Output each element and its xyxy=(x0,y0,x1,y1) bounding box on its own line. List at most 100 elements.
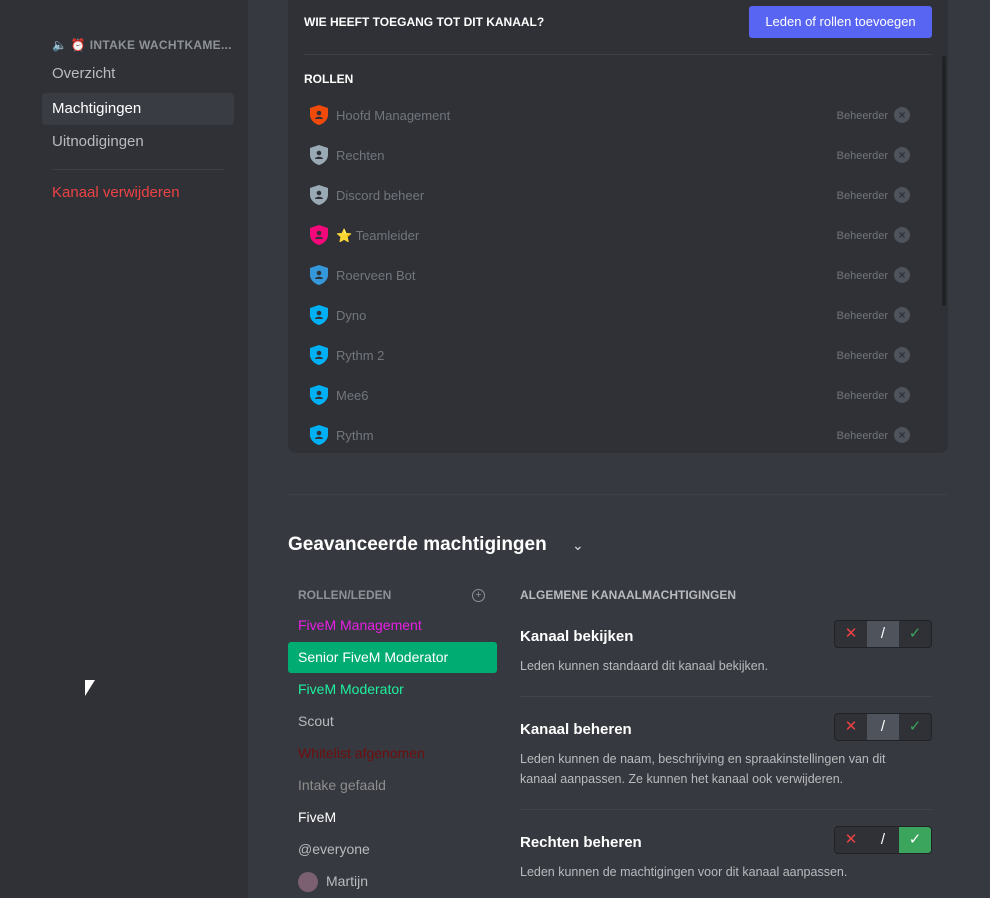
sidebar-item-uitnodigingen[interactable]: Uitnodigingen xyxy=(52,133,144,150)
role-permission: Beheerder xyxy=(836,350,888,362)
divider xyxy=(520,809,932,810)
role-shield-icon xyxy=(310,105,328,125)
role-shield-icon xyxy=(310,225,328,245)
role-shield-icon xyxy=(310,345,328,365)
role-list-label: FiveM xyxy=(298,809,337,825)
role-name: Mee6 xyxy=(336,388,369,403)
role-permission: Beheerder xyxy=(836,430,888,442)
role-list-label: Scout xyxy=(298,713,334,729)
remove-role-icon[interactable]: × xyxy=(894,187,910,203)
permission-title: Kanaal beheren xyxy=(520,721,632,738)
role-permission: Beheerder xyxy=(836,390,888,402)
role-permission: Beheerder xyxy=(836,190,888,202)
permission-description: Leden kunnen de naam, beschrijving en sp… xyxy=(520,752,886,786)
deny-button[interactable]: ✕ xyxy=(844,831,858,848)
permission-description: Leden kunnen standaard dit kanaal bekijk… xyxy=(520,659,769,673)
settings-sidebar: 🔈 ⏰ INTAKE WACHTKAME... Overzicht Machti… xyxy=(0,0,248,898)
role-name: Dyno xyxy=(336,308,367,323)
remove-role-icon[interactable]: × xyxy=(894,267,910,283)
role-list-item[interactable]: FiveM xyxy=(288,802,497,833)
access-panel: WIE HEEFT TOEGANG TOT DIT KANAAL? Leden … xyxy=(288,0,948,453)
role-list-item[interactable]: Scout xyxy=(288,706,497,737)
role-shield-icon xyxy=(310,145,328,165)
deny-button[interactable]: ✕ xyxy=(844,718,858,735)
role-list-item[interactable]: Senior FiveM Moderator xyxy=(288,642,497,673)
scrollbar[interactable] xyxy=(942,56,946,306)
remove-role-icon[interactable]: × xyxy=(894,307,910,323)
role-permission: Beheerder xyxy=(836,310,888,322)
role-row: Hoofd Management Beheerder × xyxy=(304,103,932,143)
role-name: ⭐ Teamleider xyxy=(336,228,420,243)
role-name: Rythm 2 xyxy=(336,348,385,363)
permission-description: Leden kunnen de machtigingen voor dit ka… xyxy=(520,865,848,879)
divider xyxy=(52,169,224,170)
remove-role-icon[interactable]: × xyxy=(894,427,910,443)
role-row: Rechten Beheerder × xyxy=(304,143,932,183)
role-row: Mee6 Beheerder × xyxy=(304,383,932,423)
role-list-label: FiveM Management xyxy=(298,617,422,633)
add-members-roles-button[interactable]: Leden of rollen toevoegen xyxy=(749,6,932,38)
allow-button[interactable]: ✓ xyxy=(908,625,922,642)
remove-role-icon[interactable]: × xyxy=(894,227,910,243)
mouse-cursor-icon xyxy=(85,680,95,696)
delete-channel-button[interactable]: Kanaal verwijderen xyxy=(52,184,180,201)
channel-name-header: 🔈 ⏰ INTAKE WACHTKAME... xyxy=(52,38,232,52)
advanced-permissions-title[interactable]: Geavanceerde machtigingen xyxy=(288,534,547,555)
role-row: Roerveen Bot Beheerder × xyxy=(304,263,932,303)
permission-title: Rechten beheren xyxy=(520,834,642,851)
sidebar-item-machtigingen[interactable]: Machtigingen xyxy=(42,93,234,125)
role-permission: Beheerder xyxy=(836,150,888,162)
remove-role-icon[interactable]: × xyxy=(894,387,910,403)
role-list-item[interactable]: Martijn xyxy=(288,866,497,897)
divider xyxy=(520,696,932,697)
deny-button[interactable]: ✕ xyxy=(844,625,858,642)
permission-toggle: ✕ / ✓ xyxy=(834,713,932,741)
role-row: Rythm 2 Beheerder × xyxy=(304,343,932,383)
role-row: Dyno Beheerder × xyxy=(304,303,932,343)
permission-toggle: ✕ / ✓ xyxy=(834,826,932,854)
remove-role-icon[interactable]: × xyxy=(894,347,910,363)
role-list-label: Senior FiveM Moderator xyxy=(298,649,449,665)
sidebar-item-overzicht[interactable]: Overzicht xyxy=(52,65,116,82)
role-row: Discord beheer Beheerder × xyxy=(304,183,932,223)
role-list-item[interactable]: Intake gefaald xyxy=(288,770,497,801)
role-name: Roerveen Bot xyxy=(336,268,416,283)
role-list-label: @everyone xyxy=(298,841,370,857)
role-permission: Beheerder xyxy=(836,110,888,122)
role-name: Discord beheer xyxy=(336,188,425,203)
neutral-button[interactable]: / xyxy=(867,621,899,647)
role-row: ⭐ Teamleider Beheerder × xyxy=(304,223,932,263)
add-role-icon[interactable]: + xyxy=(472,589,485,602)
role-shield-icon xyxy=(310,185,328,205)
allow-button[interactable]: ✓ xyxy=(899,827,931,853)
chevron-down-icon[interactable]: ⌄ xyxy=(572,537,584,553)
role-shield-icon xyxy=(310,385,328,405)
role-shield-icon xyxy=(310,265,328,285)
divider xyxy=(288,494,948,495)
general-permissions-header: ALGEMENE KANAALMACHTIGINGEN xyxy=(520,588,736,602)
role-shield-icon xyxy=(310,305,328,325)
role-list-label: Martijn xyxy=(326,873,369,889)
role-list-item[interactable]: FiveM Moderator xyxy=(288,674,497,705)
avatar xyxy=(298,872,318,893)
role-permission: Beheerder xyxy=(836,270,888,282)
role-name: Rechten xyxy=(336,148,385,163)
roles-members-header: ROLLEN/LEDEN xyxy=(298,588,392,602)
remove-role-icon[interactable]: × xyxy=(894,107,910,123)
role-list-label: FiveM Moderator xyxy=(298,681,404,697)
role-list-item[interactable]: @everyone xyxy=(288,834,497,865)
role-row: Rythm Beheerder × xyxy=(304,423,932,463)
role-permission: Beheerder xyxy=(836,230,888,242)
allow-button[interactable]: ✓ xyxy=(908,718,922,735)
permission-toggle: ✕ / ✓ xyxy=(834,620,932,648)
access-title: WIE HEEFT TOEGANG TOT DIT KANAAL? xyxy=(304,15,545,29)
divider xyxy=(304,54,932,55)
role-list-item[interactable]: FiveM Management xyxy=(288,610,497,641)
roles-header: ROLLEN xyxy=(304,72,354,86)
role-list-item[interactable]: Whitelist afgenomen xyxy=(288,738,497,769)
remove-role-icon[interactable]: × xyxy=(894,147,910,163)
role-name: Rythm xyxy=(336,428,374,443)
neutral-button[interactable]: / xyxy=(880,831,886,848)
neutral-button[interactable]: / xyxy=(867,714,899,740)
permission-title: Kanaal bekijken xyxy=(520,628,634,645)
